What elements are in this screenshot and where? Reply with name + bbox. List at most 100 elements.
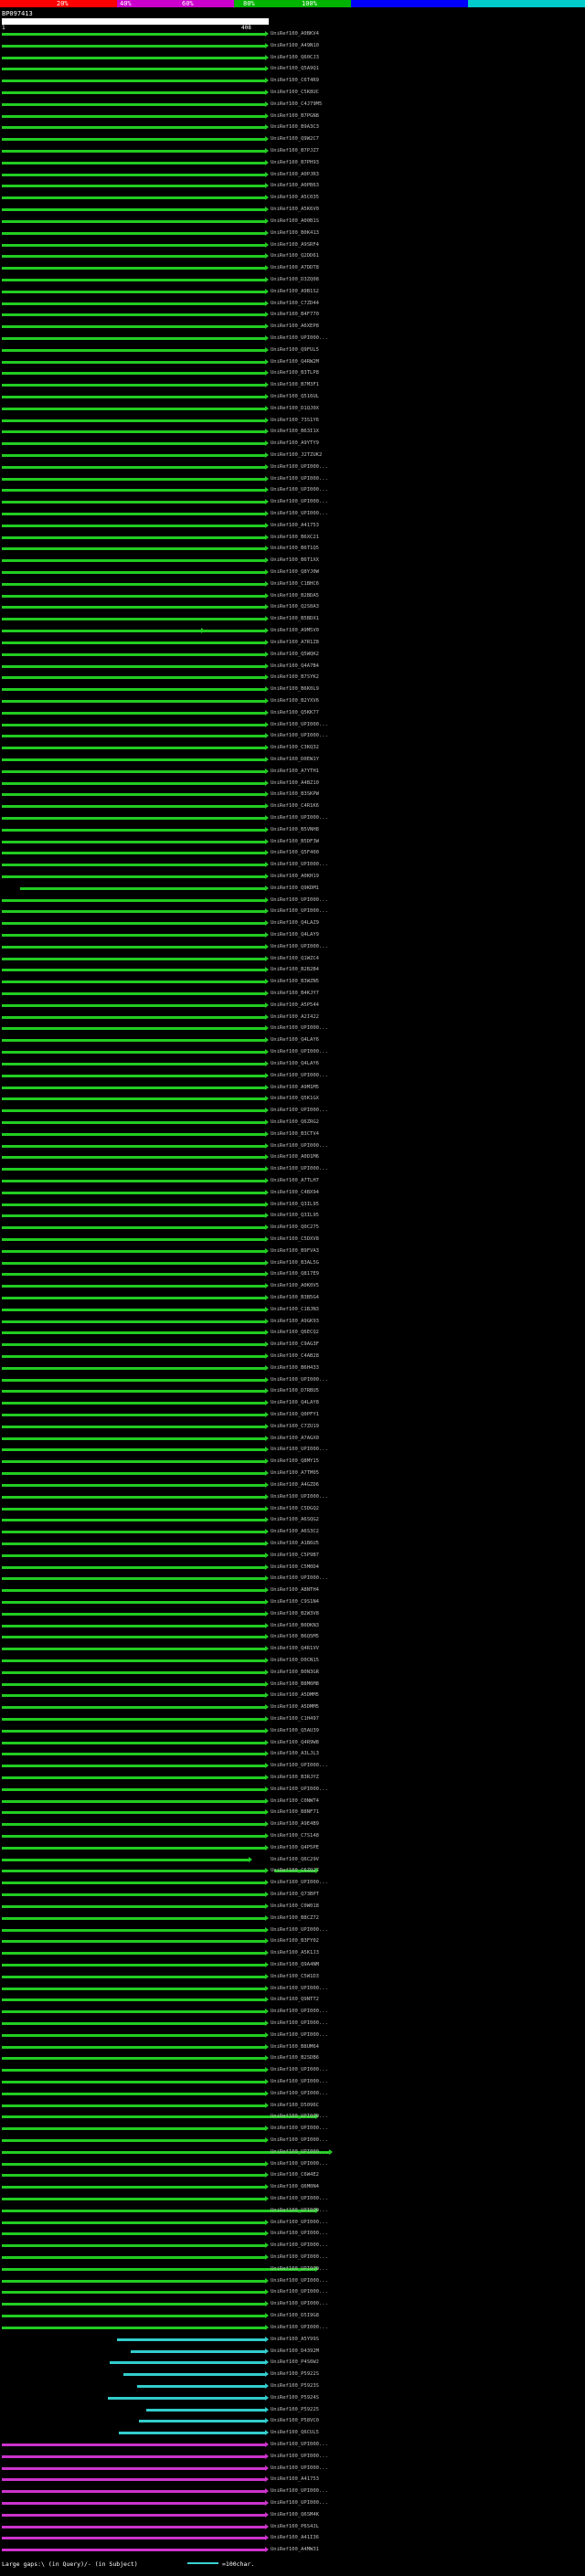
alignment-row[interactable]: UniRef100_UPI000... [0, 733, 585, 739]
alignment-row[interactable]: UniRef100_C4R1K6 [0, 803, 585, 810]
hit-label[interactable]: UniRef100_C1BJN3 [271, 1306, 319, 1312]
hsp-bar[interactable] [2, 875, 265, 878]
alignment-row[interactable]: UniRef100_UPI000... [0, 1575, 585, 1582]
hit-label[interactable]: UniRef100_B2YXV6 [271, 697, 319, 704]
hsp-bar[interactable] [2, 430, 265, 434]
hsp-bar[interactable] [2, 1191, 265, 1194]
hsp-bar[interactable] [123, 2373, 265, 2377]
alignment-row[interactable]: UniRef100_A6SQG2 [0, 1517, 585, 1523]
hsp-bar[interactable] [2, 524, 265, 527]
hsp-bar[interactable] [2, 255, 265, 259]
hsp-bar[interactable] [2, 1659, 265, 1662]
alignment-row[interactable]: UniRef100_UPI000... [0, 1786, 585, 1793]
alignment-row[interactable]: UniRef100_UPI000... [0, 2090, 585, 2097]
hit-label[interactable]: UniRef100_UPI000... [271, 1025, 328, 1032]
hsp-bar[interactable] [2, 1904, 265, 1908]
hsp-bar[interactable] [2, 2080, 265, 2083]
alignment-row[interactable]: UniRef100_A3LJL3 [0, 1751, 585, 1757]
hsp-bar[interactable] [2, 769, 265, 773]
hit-label[interactable]: UniRef100_B6H433 [271, 1364, 319, 1371]
alignment-row[interactable]: UniRef100_C6W4E2 [0, 2172, 585, 2178]
alignment-row[interactable]: UniRef100_C0W018 [0, 1903, 585, 1910]
hit-label[interactable]: UniRef100_A41I36 [271, 2535, 319, 2541]
hit-label[interactable]: UniRef100_UPI000... [271, 2465, 328, 2471]
hsp-bar[interactable] [2, 618, 265, 621]
hit-label[interactable]: UniRef100_A2I422 [271, 1013, 319, 1020]
hit-label[interactable]: UniRef100_Q3IL95 [271, 1201, 319, 1207]
hsp-bar[interactable] [2, 267, 265, 270]
hit-label[interactable]: UniRef100_B0K413 [271, 229, 319, 236]
alignment-row[interactable]: UniRef100_UPI000... [0, 2219, 585, 2226]
alignment-row[interactable]: UniRef100_C5W1D3 [0, 1973, 585, 1980]
alignment-row[interactable]: UniRef100_UPI000... [0, 2207, 585, 2214]
hsp-bar[interactable] [2, 219, 265, 223]
hsp-bar[interactable] [2, 1776, 265, 1780]
hsp-bar[interactable] [2, 864, 265, 867]
hit-label[interactable]: UniRef100_C7ZU19 [271, 1423, 319, 1429]
hsp-bar[interactable] [2, 2267, 315, 2271]
hit-label[interactable]: UniRef100_A7YTH1 [271, 768, 319, 774]
alignment-row[interactable]: UniRef100_B2SDB6 [0, 2055, 585, 2062]
alignment-row[interactable]: UniRef100_P58VC0 [0, 2418, 585, 2424]
alignment-row[interactable]: UniRef100_A8NTH4 [0, 1587, 585, 1594]
alignment-row[interactable]: UniRef100_B3FY02 [0, 1938, 585, 1945]
hsp-bar[interactable] [2, 68, 265, 71]
hit-label[interactable]: UniRef100_UPI000... [271, 2160, 328, 2167]
hsp-bar[interactable] [2, 454, 265, 457]
hit-label[interactable]: UniRef100_D0CN15 [271, 1657, 319, 1663]
alignment-row[interactable]: UniRef100_C1BHC6 [0, 580, 585, 588]
hit-label[interactable]: UniRef100_B8M6M8 [271, 1680, 319, 1687]
hsp-bar[interactable] [2, 2033, 265, 2037]
hsp-bar[interactable] [2, 1414, 265, 1417]
alignment-row[interactable]: UniRef100_A49N10 [0, 42, 585, 49]
hsp-bar[interactable] [2, 56, 265, 59]
hit-label[interactable]: UniRef100_UPI000... [271, 2488, 328, 2495]
hit-label[interactable]: UniRef100_C7S148 [271, 1833, 319, 1839]
hsp-bar[interactable] [2, 2525, 265, 2528]
alignment-row[interactable]: UniRef100_UPI000... [0, 2242, 585, 2249]
hit-label[interactable]: UniRef100_Q73BPT [271, 1892, 319, 1898]
hsp-bar[interactable] [2, 711, 265, 715]
hit-label[interactable]: UniRef100_Q2DD61 [271, 253, 319, 260]
alignment-row[interactable]: UniRef100_UPI000... [0, 2488, 585, 2495]
hsp-bar[interactable] [2, 1682, 265, 1686]
alignment-row[interactable]: UniRef100_A5DMM5 [0, 1692, 585, 1699]
hsp-bar[interactable] [2, 1027, 265, 1031]
alignment-row[interactable]: UniRef100_Q0PFY1 [0, 1412, 585, 1418]
hit-label[interactable]: UniRef100_D0EW1Y [271, 756, 319, 762]
hsp-bar[interactable] [2, 664, 265, 668]
hit-label[interactable]: UniRef100_A4GZD6 [271, 1481, 319, 1488]
alignment-row[interactable]: UniRef100_UPI000... [0, 1985, 585, 1992]
alignment-row[interactable]: UniRef100_B3WZN5 [0, 979, 585, 985]
alignment-row[interactable]: UniRef100_C4BX94 [0, 1189, 585, 1196]
alignment-row[interactable]: UniRef100_C5P9B7 [0, 1552, 585, 1559]
hit-label[interactable]: UniRef100_C1BHC6 [271, 580, 319, 587]
hit-label[interactable]: UniRef100_A0K0V5 [271, 1283, 319, 1289]
hit-label[interactable]: UniRef100_A9M5V0 [271, 628, 319, 634]
hsp-bar[interactable] [2, 313, 265, 317]
hit-label[interactable]: UniRef100_UPI000... [271, 2499, 328, 2506]
hit-label[interactable]: UniRef100_UPI000... [271, 2148, 328, 2155]
alignment-row[interactable]: UniRef100_C5M0D4 [0, 1564, 585, 1571]
hsp-bar[interactable] [2, 2057, 265, 2061]
hsp-bar[interactable] [2, 2162, 265, 2166]
alignment-row[interactable]: UniRef100_C7S148 [0, 1833, 585, 1839]
alignment-row[interactable]: UniRef100_Q4A7B4 [0, 663, 585, 670]
hit-label[interactable]: UniRef100_A9YTY9 [271, 440, 319, 447]
hit-label[interactable]: UniRef100_J2TZUK2 [271, 452, 323, 458]
hit-label[interactable]: UniRef100_B8CZ72 [271, 1914, 319, 1921]
hit-label[interactable]: UniRef100_73S1Y6 [271, 417, 319, 423]
hit-label[interactable]: UniRef100_Q5KK77 [271, 709, 319, 716]
alignment-row[interactable]: UniRef100_Q5A9Q1 [0, 66, 585, 72]
hit-label[interactable]: UniRef100_B7PJZ7 [271, 148, 319, 154]
hsp-bar[interactable] [2, 1390, 265, 1394]
hit-label[interactable]: UniRef100_UPI000... [271, 475, 328, 482]
hit-label[interactable]: UniRef100_UPI000... [271, 733, 328, 739]
alignment-row[interactable]: UniRef100_Q9FUL5 [0, 346, 585, 354]
hsp-bar[interactable] [2, 2537, 265, 2540]
hit-label[interactable]: UniRef100_D4392M [271, 2348, 319, 2354]
hsp-bar[interactable] [2, 1882, 265, 1885]
hsp-bar[interactable] [2, 161, 265, 164]
hit-label[interactable]: UniRef100_A0PB63 [271, 183, 319, 189]
alignment-row[interactable]: UniRef100_Q4LAY6 [0, 1037, 585, 1044]
